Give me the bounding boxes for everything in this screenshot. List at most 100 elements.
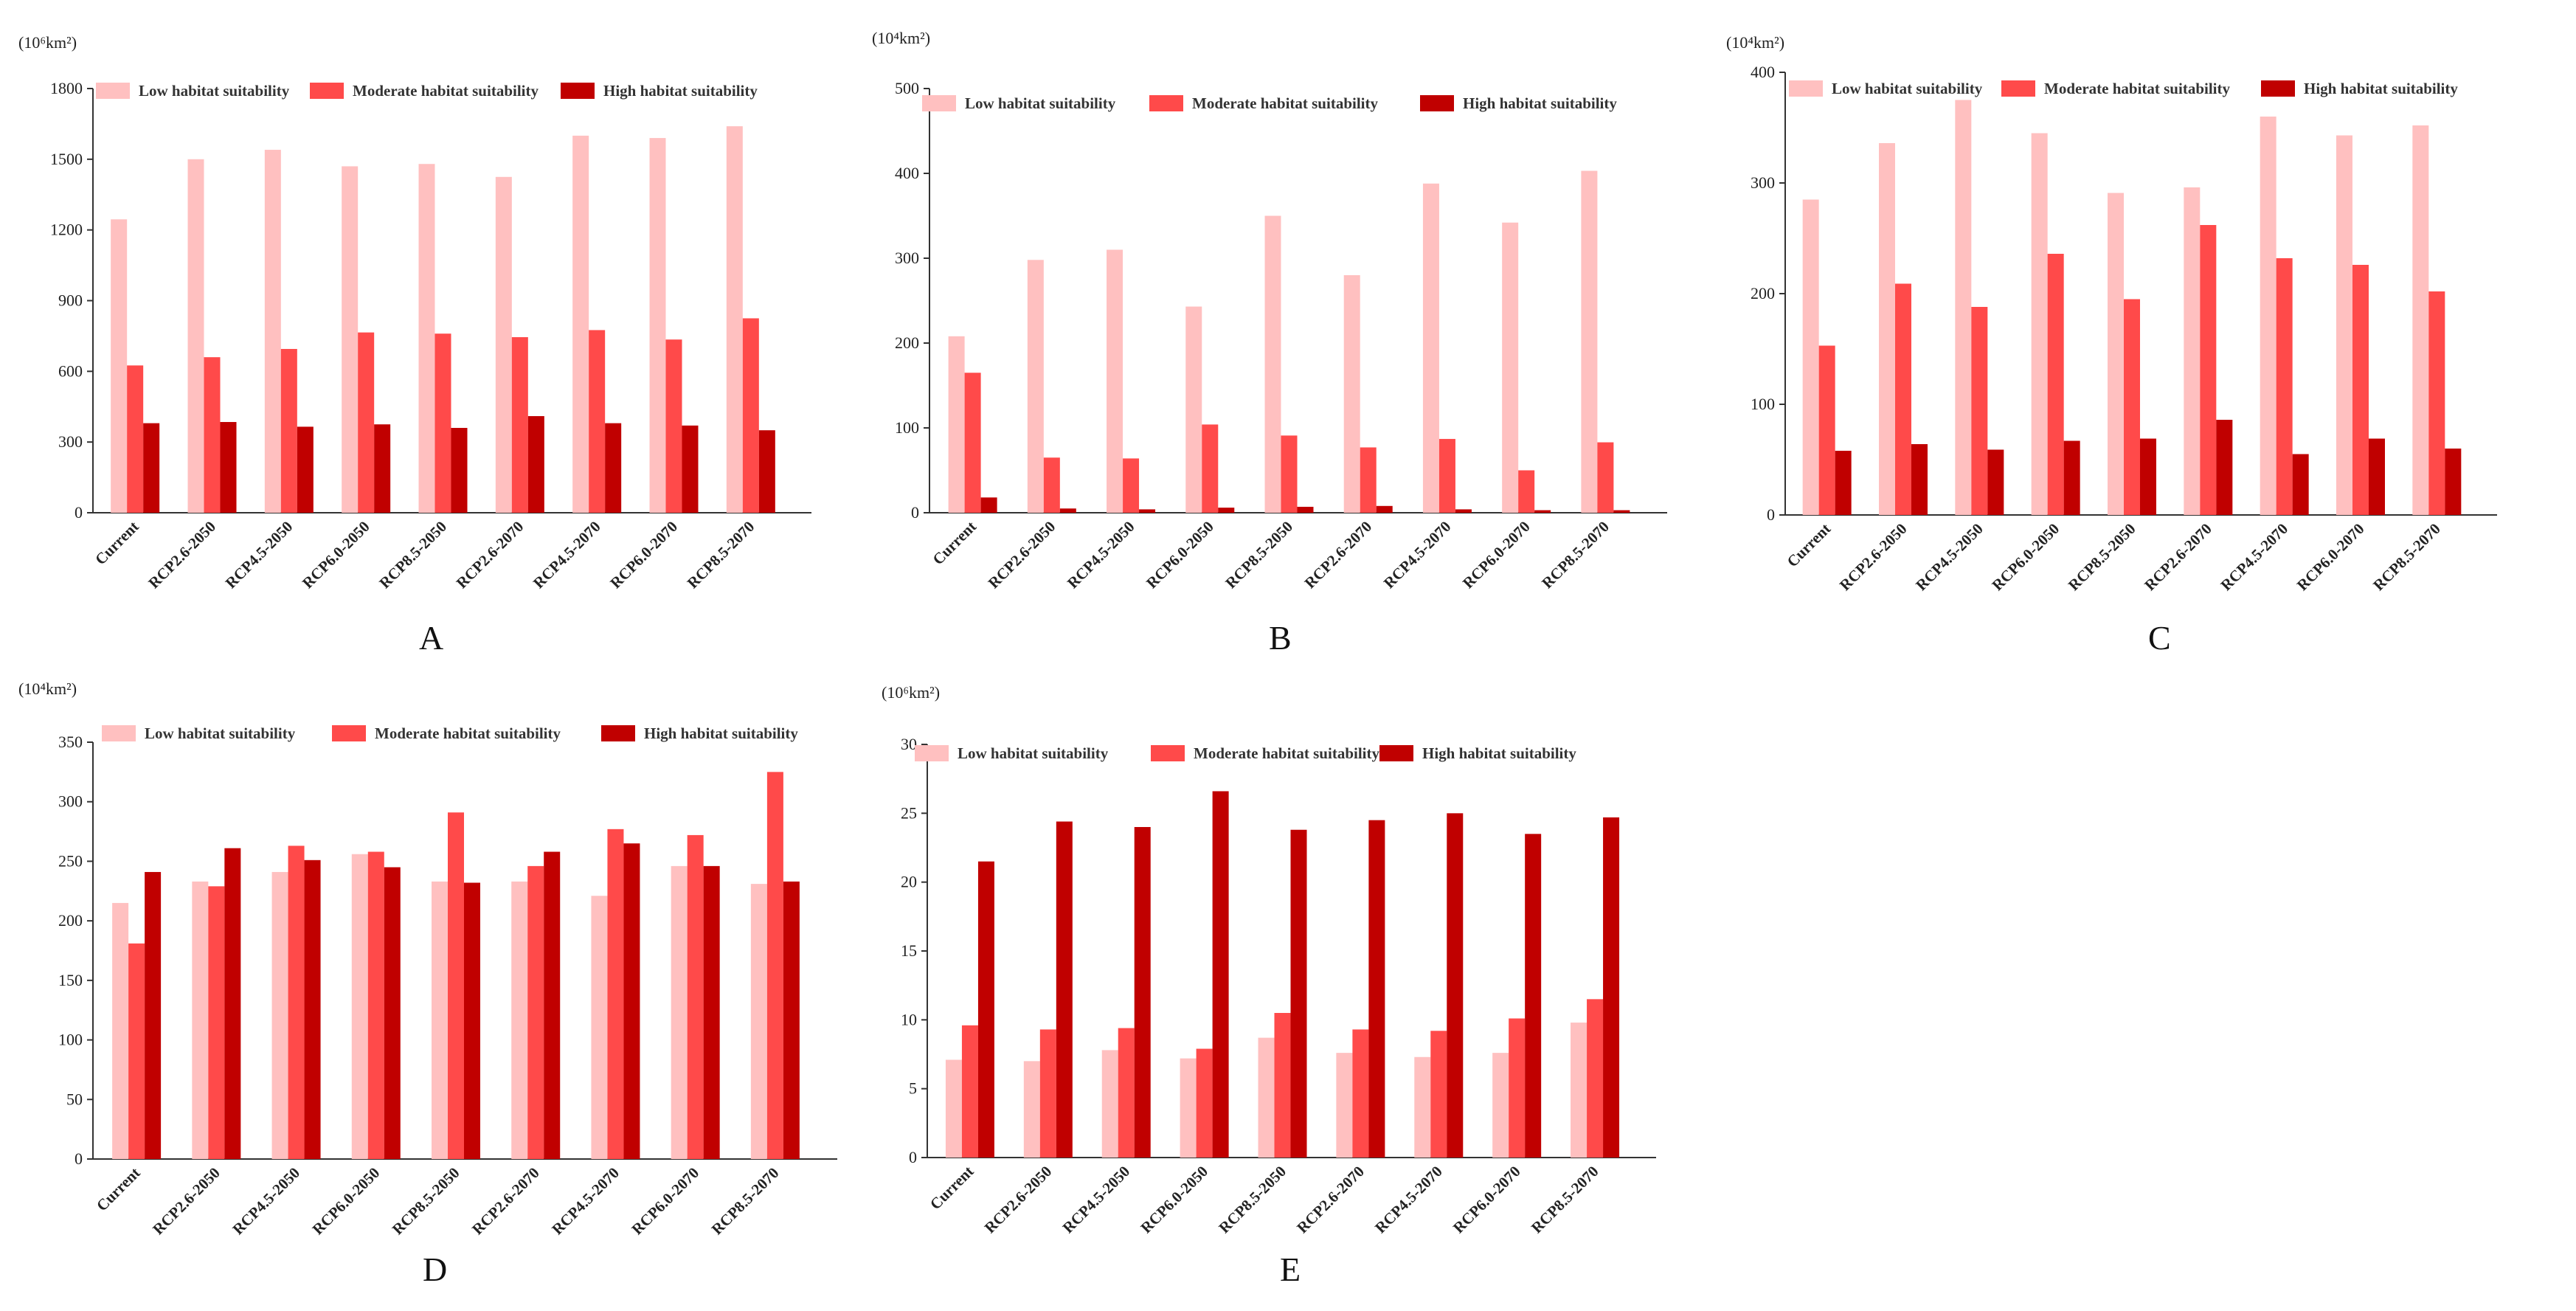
- bar-d-rcp6-0-2050-low: [351, 854, 368, 1159]
- bar-c-rcp8-5-2070-high: [2445, 449, 2462, 515]
- y-tick-label-a: 1800: [50, 79, 83, 97]
- bar-a-rcp4-5-2050-low: [264, 150, 281, 513]
- bar-d-current-low: [112, 902, 129, 1159]
- bar-c-current-moderate: [1818, 345, 1835, 515]
- bar-c-rcp2-6-2070-high: [2216, 420, 2233, 515]
- bar-c-rcp4-5-2050-moderate: [1971, 307, 1988, 515]
- bar-c-rcp2-6-2050-low: [1879, 143, 1895, 515]
- legend-swatch-a-low: [96, 83, 130, 99]
- x-tick-label-e: RCP8.5-2070: [1528, 1163, 1602, 1237]
- bar-a-rcp2-6-2050-low: [187, 159, 204, 513]
- x-tick-label-c: RCP8.5-2050: [2065, 520, 2139, 595]
- bar-a-current-high: [143, 423, 160, 513]
- bar-b-rcp2-6-2070-moderate: [1360, 447, 1377, 513]
- bar-b-rcp8-5-2070-moderate: [1597, 442, 1614, 513]
- bar-c-rcp4-5-2070-low: [2260, 117, 2276, 515]
- bar-d-rcp2-6-2050-high: [224, 848, 241, 1159]
- x-tick-label-c: RCP8.5-2070: [2369, 520, 2444, 595]
- y-tick-label-d: 50: [66, 1090, 83, 1108]
- bar-c-rcp2-6-2050-high: [1911, 444, 1928, 515]
- x-tick-label-a: RCP4.5-2070: [530, 518, 604, 592]
- bar-b-rcp6-0-2050-moderate: [1202, 424, 1219, 513]
- y-tick-label-b: 500: [895, 79, 919, 97]
- x-tick-label-e: Current: [927, 1163, 977, 1214]
- panel-label-b: B: [1269, 619, 1292, 657]
- legend-swatch-c-moderate: [2001, 80, 2035, 97]
- bar-d-rcp8-5-2050-low: [432, 881, 448, 1159]
- bar-a-current-moderate: [127, 365, 144, 513]
- x-tick-label-d: RCP6.0-2050: [309, 1164, 384, 1239]
- bar-e-rcp6-0-2050-low: [1180, 1058, 1197, 1158]
- x-tick-label-c: RCP4.5-2070: [2217, 520, 2292, 595]
- chart-a: 0 300 600 900 1200 1500 1800 Current RCP2.6-2050…: [50, 79, 811, 592]
- bar-d-current-moderate: [128, 943, 145, 1159]
- bar-d-rcp8-5-2050-moderate: [448, 812, 464, 1159]
- bar-e-rcp2-6-2070-low: [1336, 1053, 1353, 1158]
- y-tick-label-e: 5: [909, 1079, 917, 1098]
- bar-c-rcp2-6-2050-moderate: [1895, 283, 1911, 515]
- bar-b-rcp4-5-2070-moderate: [1438, 438, 1455, 513]
- x-tick-label-b: RCP4.5-2070: [1380, 518, 1455, 592]
- bar-b-rcp4-5-2050-moderate: [1123, 458, 1140, 513]
- legend-swatch-b-high: [1420, 95, 1454, 111]
- bar-c-rcp8-5-2050-low: [2108, 193, 2124, 515]
- bar-d-rcp4-5-2050-low: [271, 871, 288, 1159]
- bar-d-rcp4-5-2050-high: [304, 859, 321, 1159]
- bar-a-rcp8-5-2070-moderate: [742, 318, 759, 513]
- y-tick-label-e: 15: [901, 941, 917, 960]
- bar-c-rcp8-5-2070-moderate: [2428, 291, 2445, 515]
- bar-a-rcp2-6-2070-high: [527, 416, 544, 513]
- y-tick-label-a: 0: [75, 503, 83, 522]
- y-tick-label-b: 200: [895, 333, 919, 352]
- x-tick-label-d: RCP2.6-2050: [149, 1164, 224, 1239]
- x-tick-label-a: RCP2.6-2050: [145, 518, 219, 592]
- bar-c-rcp4-5-2070-moderate: [2276, 258, 2293, 515]
- bar-d-rcp2-6-2070-moderate: [527, 865, 544, 1159]
- x-tick-label-c: RCP2.6-2050: [1836, 520, 1911, 595]
- legend-label-e-moderate: Moderate habitat suitability: [1194, 744, 1379, 762]
- y-tick-label-e: 30: [901, 735, 917, 753]
- bar-b-current-high: [980, 497, 997, 513]
- bar-a-rcp4-5-2070-low: [572, 135, 589, 513]
- y-tick-label-c: 200: [1751, 284, 1775, 302]
- bar-d-rcp4-5-2070-high: [623, 843, 640, 1159]
- bar-a-rcp8-5-2070-low: [726, 126, 743, 513]
- bar-e-rcp8-5-2050-moderate: [1274, 1013, 1291, 1158]
- x-tick-label-c: RCP2.6-2070: [2141, 520, 2215, 595]
- y-tick-label-d: 150: [58, 971, 83, 989]
- bar-b-rcp6-0-2050-high: [1218, 508, 1235, 513]
- x-tick-label-e: RCP2.6-2070: [1293, 1163, 1368, 1237]
- y-tick-label-d: 0: [75, 1149, 83, 1168]
- bar-a-rcp4-5-2070-high: [605, 423, 622, 513]
- bar-e-rcp2-6-2070-moderate: [1352, 1029, 1369, 1158]
- y-tick-label-b: 400: [895, 164, 919, 182]
- bar-e-rcp6-0-2050-moderate: [1196, 1048, 1213, 1158]
- bar-a-rcp6-0-2070-low: [649, 138, 666, 513]
- legend-label-b-moderate: Moderate habitat suitability: [1192, 94, 1378, 112]
- chart-e: 0 5 10 15 20 25 30 Current RCP2.6-2050 RCP4.5-205…: [901, 735, 1656, 1237]
- legend-label-d-high: High habitat suitability: [644, 724, 798, 742]
- x-tick-label-e: RCP8.5-2050: [1215, 1163, 1289, 1237]
- x-tick-label-a: RCP6.0-2050: [299, 518, 373, 592]
- bar-c-rcp6-0-2050-low: [2031, 133, 2048, 515]
- y-tick-label-a: 600: [58, 362, 83, 380]
- y-tick-label-d: 350: [58, 733, 83, 751]
- bar-d-rcp6-0-2070-low: [671, 865, 688, 1159]
- bar-d-rcp8-5-2050-high: [464, 882, 480, 1159]
- y-tick-label-d: 200: [58, 911, 83, 930]
- x-tick-label-a: RCP2.6-2070: [453, 518, 527, 592]
- x-tick-label-a: Current: [91, 518, 142, 569]
- bar-a-rcp8-5-2050-high: [451, 428, 468, 513]
- x-tick-label-e: RCP6.0-2050: [1137, 1163, 1211, 1237]
- legend-swatch-e-low: [915, 745, 949, 761]
- bar-d-rcp4-5-2070-low: [591, 896, 608, 1159]
- bar-b-rcp4-5-2050-low: [1107, 249, 1123, 513]
- y-tick-label-b: 300: [895, 249, 919, 267]
- bar-b-rcp8-5-2050-high: [1297, 506, 1314, 513]
- bar-e-rcp2-6-2070-high: [1368, 820, 1385, 1158]
- bar-e-rcp2-6-2050-high: [1056, 821, 1073, 1158]
- bar-d-rcp8-5-2070-low: [750, 884, 767, 1159]
- x-tick-label-a: RCP6.0-2070: [606, 518, 681, 592]
